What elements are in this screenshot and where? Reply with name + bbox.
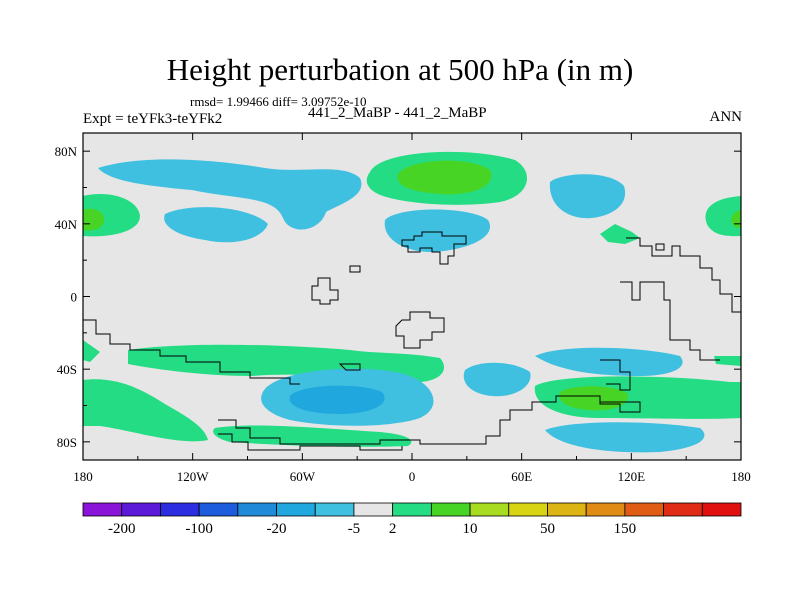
y-tick-label: 80S [57,435,77,450]
indian-ocean-low-west [463,362,531,397]
x-tick-label: 60W [290,469,316,484]
coastline-asia-east [626,237,741,313]
colorbar-swatch [121,502,161,517]
colorbar-swatch [353,502,394,517]
x-tick-label: 180 [73,469,93,484]
south-atlantic-high [213,425,412,447]
coastline-pacific-islands [655,243,665,251]
west-europe-high-core [397,160,492,195]
coastline-south-africa [338,363,361,371]
colorbar-label: 150 [614,521,637,537]
coastline-west-coast [600,359,631,391]
coastlines [83,231,741,451]
colorbar-swatch [237,502,277,517]
colorbar-swatch [585,502,626,517]
colorbar-label: -5 [348,521,361,537]
colorbar-swatch [701,502,742,517]
colorbar-swatch [508,502,548,517]
north-pacific-low [98,159,362,230]
colorbar-label: 2 [389,521,397,537]
coastline-south-coast [83,319,300,385]
australia-low [545,422,705,453]
north-pacific-high-west-core [83,208,104,231]
x-tick-label: 120E [618,469,646,484]
coastline-africa [395,311,445,349]
axis-ticks: 180 120W 60W 0 60E 120E 180 80N 40N 0 40S 80S [55,133,751,484]
y-tick-label: 0 [71,290,78,305]
colorbar-swatch [430,502,471,517]
colorbar-swatch [663,502,703,517]
coastline-australia [620,281,720,361]
south-pacific-west-high [83,340,100,362]
north-pacific-high-east [705,196,741,237]
colorbar-swatch [547,502,587,517]
stats-label: rmsd= 1.99466 diff= 3.09752e-10 [190,94,367,109]
colorbar-label: -200 [108,521,136,537]
south-pacific-east-high [714,356,741,366]
experiment-label: Expt = teYFk3-teYFk2 [83,111,223,127]
colorbar-swatch [314,502,355,517]
east-asia-high [600,224,640,244]
y-tick-label: 40N [55,217,78,232]
south-pacific-high [83,379,208,442]
cases-label: 441_2_MaBP - 441_2_MaBP [308,105,487,121]
coastline-north-america [401,231,467,265]
coastline-antarctica [218,433,403,451]
south-atlantic-low-core [289,385,385,414]
coastline-lake [349,265,361,273]
coastline-antarctic-peninsula [218,395,641,445]
siberia-low [549,174,626,219]
y-tick-label: 40S [57,362,77,377]
coastline-south-america [311,277,339,305]
x-tick-label: 60E [511,469,532,484]
north-america-low [164,207,268,243]
colorbar-label: 10 [463,521,478,537]
colorbar-label: 50 [540,521,555,537]
y-tick-label: 80N [55,144,78,159]
colorbar-swatch [160,502,200,517]
x-tick-label: 120W [177,469,210,484]
colorbar-swatch [276,502,316,517]
colorbar-swatch [469,502,510,517]
colorbar-swatch [624,502,664,517]
indian-ocean-low-east [535,347,683,376]
chart-title: Height perturbation at 500 hPa (in m) [166,52,634,87]
colorbar-label: -100 [185,521,213,537]
colorbar: -200 -100 -20 -5 2 10 50 150 [82,502,742,537]
x-tick-label: 0 [409,469,416,484]
mediterranean-low [384,209,491,252]
colorbar-swatch [82,502,123,517]
season-label: ANN [709,109,743,125]
colorbar-label: -20 [267,521,287,537]
colorbar-swatch [392,502,432,517]
contour-fields [83,151,741,453]
x-tick-label: 180 [731,469,751,484]
colorbar-swatch [198,502,239,517]
